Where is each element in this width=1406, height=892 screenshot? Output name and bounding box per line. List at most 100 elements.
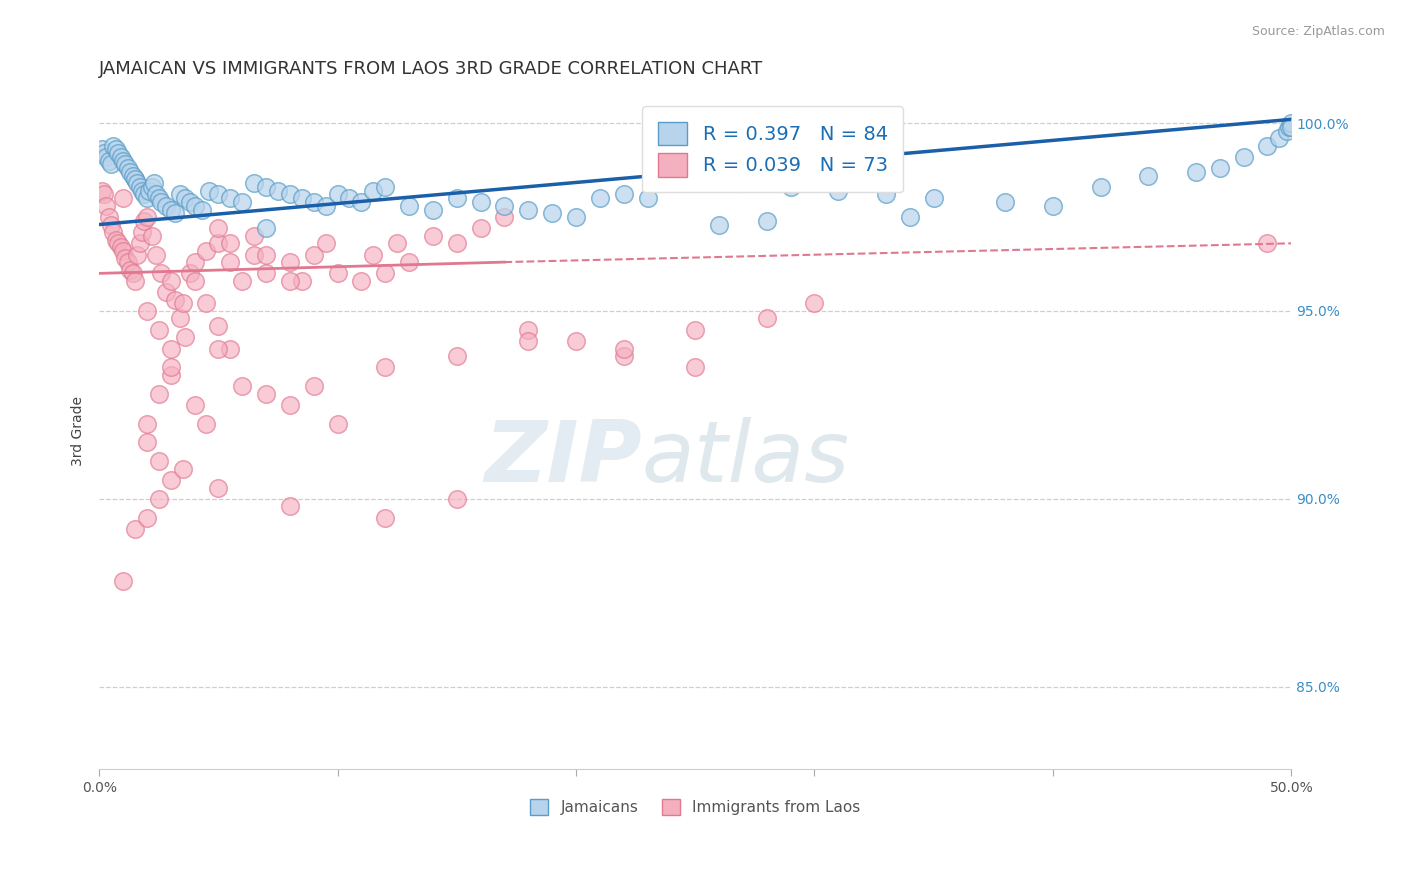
Point [107,236,129,251]
Point [302,194,325,209]
Point [172,296,194,310]
Point [398,199,420,213]
Point [278,398,301,412]
Point [385,236,408,251]
Point [291,191,314,205]
Point [1278,120,1301,134]
Text: ZIP: ZIP [484,417,641,500]
Point [422,228,444,243]
Point [150,266,173,280]
Point [195,296,218,310]
Point [103,138,125,153]
Point [159,202,181,217]
Point [169,187,191,202]
Point [100,218,122,232]
Point [111,244,134,258]
Point [117,161,139,176]
Legend: Jamaicans, Immigrants from Laos: Jamaicans, Immigrants from Laos [523,791,868,822]
Point [755,311,778,326]
Point [1137,169,1160,183]
Point [97,210,120,224]
Point [350,274,373,288]
Point [131,225,153,239]
Point [159,368,181,382]
Point [114,252,136,266]
Point [195,244,218,258]
Point [134,187,156,202]
Point [326,417,349,431]
Point [1256,236,1278,251]
Point [120,165,142,179]
Point [207,318,229,333]
Point [494,210,516,224]
Point [1233,150,1256,164]
Point [219,191,242,205]
Point [155,199,177,213]
Point [110,150,132,164]
Point [363,184,385,198]
Point [613,349,636,363]
Point [100,157,122,171]
Point [374,266,396,280]
Point [683,323,706,337]
Point [104,142,127,156]
Point [121,169,143,183]
Point [1279,116,1302,130]
Point [190,202,212,217]
Point [124,522,146,536]
Point [707,218,730,232]
Point [470,194,492,209]
Point [267,184,290,198]
Point [374,360,396,375]
Point [141,180,163,194]
Point [128,180,150,194]
Point [127,247,149,261]
Point [93,187,115,202]
Point [1268,131,1291,145]
Point [124,172,146,186]
Point [755,214,778,228]
Point [155,285,177,300]
Point [422,202,444,217]
Point [243,228,266,243]
Point [207,221,229,235]
Point [589,191,612,205]
Point [875,187,897,202]
Point [302,247,325,261]
Point [1275,123,1298,137]
Point [827,184,849,198]
Point [107,146,129,161]
Point [145,247,167,261]
Point [446,491,468,506]
Point [302,379,325,393]
Point [779,180,801,194]
Point [150,194,173,209]
Point [183,199,205,213]
Point [219,342,242,356]
Point [1042,199,1064,213]
Point [231,379,253,393]
Point [183,398,205,412]
Point [254,266,277,280]
Point [446,349,468,363]
Point [565,210,588,224]
Point [148,454,170,468]
Point [135,417,157,431]
Point [207,342,229,356]
Point [541,206,564,220]
Point [179,194,201,209]
Point [219,255,242,269]
Point [517,323,540,337]
Point [90,184,112,198]
Point [398,255,420,269]
Point [278,500,301,514]
Point [1279,120,1302,134]
Point [207,236,229,251]
Point [565,334,588,348]
Point [104,233,127,247]
Point [517,334,540,348]
Point [374,510,396,524]
Point [111,574,134,589]
Point [114,157,136,171]
Point [148,323,170,337]
